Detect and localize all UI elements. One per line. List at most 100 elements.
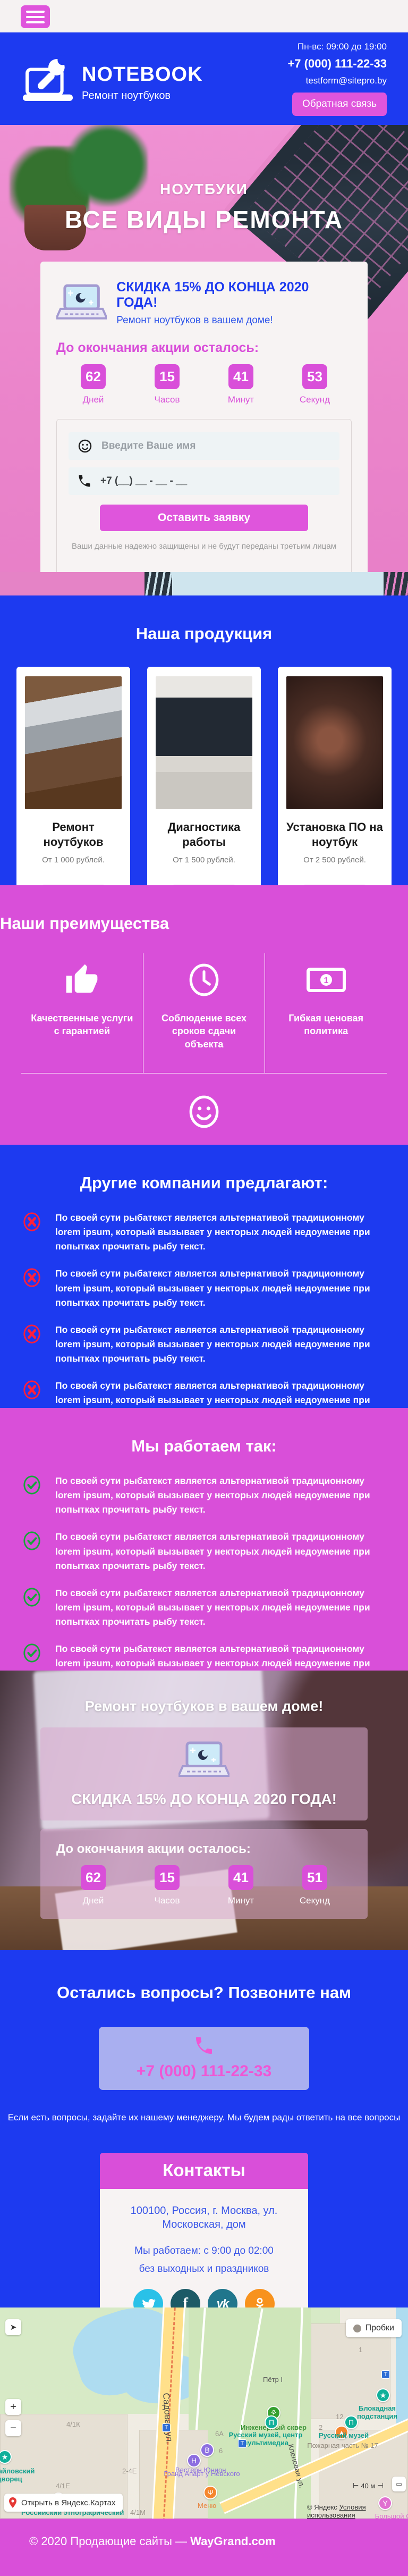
- discount-card: СКИДКА 15% ДО КОНЦА 2020 ГОДА! Ремонт но…: [40, 262, 368, 595]
- red-cross-icon: [23, 1268, 40, 1287]
- red-cross-icon: [23, 1212, 40, 1231]
- countdown: 62 Дней 15 Часов 41 Минут 51 Секунд: [56, 1865, 352, 1906]
- list-item-text: По своей сути рыбатекст является альтерн…: [55, 1475, 370, 1515]
- restaurant-icon[interactable]: Ψ: [203, 2486, 217, 2499]
- svg-text:1: 1: [324, 976, 328, 985]
- logo: NOTEBOOK Ремонт ноутбуков: [21, 55, 203, 102]
- hero-title: ВСЕ ВИДЫ РЕМОНТА: [64, 206, 344, 233]
- phone-input[interactable]: [100, 475, 331, 487]
- contacts-card: Контакты 100100, Россия, г. Москва, ул. …: [100, 2153, 308, 2308]
- countdown-seconds: 53: [302, 364, 327, 389]
- feedback-button[interactable]: Обратная связь: [292, 93, 387, 116]
- advantage-label: Соблюдение всех сроков сдачи объекта: [161, 1013, 247, 1050]
- traffic-button[interactable]: Пробки: [345, 2319, 402, 2337]
- countdown-overlay-card: До окончания акции осталось: 62 Дней 15 Ча…: [40, 1829, 368, 1919]
- hero-bottom-photo-strip: [0, 572, 408, 595]
- house-number: 4/1Е: [56, 2482, 70, 2490]
- countdown-hours: 15: [155, 364, 180, 389]
- submit-request-button[interactable]: Оставить заявку: [100, 505, 308, 531]
- green-check-icon: [23, 1588, 40, 1607]
- house-number: 4/1К: [66, 2420, 80, 2428]
- museum-icon[interactable]: Π: [344, 2415, 358, 2429]
- list-item-text: По своей сути рыбатекст является альтерн…: [55, 1324, 370, 1364]
- countdown-minutes: 41: [228, 1865, 253, 1890]
- green-check-icon: [23, 1475, 40, 1495]
- advantage-label: Качественные услуги с гарантией: [31, 1013, 133, 1037]
- list-item-text: По своей сути рыбатекст является альтерн…: [55, 1212, 370, 1252]
- map-scale: ⊢ 40 м ⊣: [353, 2481, 384, 2490]
- zoom-in-button[interactable]: +: [5, 2399, 21, 2415]
- house-number: 1: [359, 2346, 363, 2354]
- fire-station-icon[interactable]: ▲: [335, 2426, 348, 2439]
- name-input[interactable]: [101, 440, 331, 452]
- discount-subtitle: Ремонт ноутбуков в вашем доме!: [116, 315, 273, 326]
- western-union-icon[interactable]: В: [200, 2443, 214, 2457]
- menu-button[interactable]: [21, 5, 50, 28]
- list-item-text: По своей сути рыбатекст является альтерн…: [55, 1268, 370, 1308]
- museum-icon[interactable]: Π: [265, 2415, 278, 2429]
- top-bar: [0, 0, 408, 32]
- products-title: Наша продукция: [135, 624, 273, 643]
- hotel-icon[interactable]: H: [187, 2454, 201, 2468]
- product-title: Установка ПО на ноутбук: [286, 820, 383, 849]
- terms-link[interactable]: Условия использования: [307, 2503, 366, 2519]
- odnoklassniki-icon[interactable]: [245, 2289, 275, 2308]
- zoom-out-button[interactable]: −: [5, 2420, 21, 2436]
- countdown: 62 Дней 15 Часов 41 Минут 53 Секунд: [56, 364, 352, 405]
- house-number: 12: [336, 2413, 344, 2421]
- countdown-caption: Дней: [82, 395, 104, 405]
- lead-form: Оставить заявку Ваши данные надежно защи…: [56, 419, 352, 583]
- map-locate-button[interactable]: ➤: [5, 2319, 21, 2335]
- star-poi-icon[interactable]: ★: [376, 2388, 390, 2402]
- countdown-caption: Секунд: [299, 1895, 330, 1906]
- vk-icon[interactable]: vk: [208, 2289, 237, 2308]
- advantage-item: Индивидуальный подход к каждому клиенту: [124, 1092, 284, 1145]
- map-copyright: © Яндекс Условия использования: [307, 2503, 408, 2519]
- list-item: По своей сути рыбатекст является альтерн…: [21, 1323, 387, 1366]
- smiley-icon: [78, 439, 92, 453]
- hamburger-icon: [26, 15, 45, 18]
- list-item: По своей сути рыбатекст является альтерн…: [21, 1586, 387, 1629]
- house-number: 6А: [215, 2430, 224, 2438]
- poi-label: Большой Санкт-Петербургский цирк: [375, 2512, 408, 2519]
- countdown-days: 62: [81, 364, 106, 389]
- succulent-photo-decoration: [68, 125, 148, 207]
- advantages-title: Наши преимущества: [0, 914, 169, 933]
- ruler-button[interactable]: ▭: [392, 2477, 406, 2491]
- facebook-icon[interactable]: f: [171, 2289, 200, 2308]
- questions-section: Остались вопросы? Позвоните нам +7 (000)…: [0, 1950, 408, 2308]
- twitter-icon[interactable]: [133, 2289, 163, 2308]
- advantage-label: Гибкая ценовая политика: [288, 1013, 364, 1037]
- poi-label: Гранд Апарт у Невского: [164, 2470, 240, 2478]
- countdown-caption: Секунд: [299, 395, 330, 405]
- product-card: Ремонт ноутбуков От 1 000 рублей. Заказа…: [16, 667, 130, 885]
- star-poi-icon[interactable]: ★: [0, 2450, 12, 2464]
- product-price: От 1 000 рублей.: [42, 855, 105, 865]
- smiley-face-icon: [189, 1095, 219, 1128]
- open-in-yandex-button[interactable]: Открыть в Яндекс.Картах: [4, 2494, 123, 2512]
- flower-pot-decoration: [24, 205, 86, 250]
- cartoon-laptop-icon: [176, 1741, 232, 1777]
- circus-icon[interactable]: Y: [378, 2496, 392, 2510]
- list-item: По своей сути рыбатекст является альтерн…: [21, 1474, 387, 1517]
- countdown-caption: Часов: [154, 395, 180, 405]
- map-pin-icon: [9, 2497, 16, 2508]
- advantage-label: Индивидуальный подход к каждому клиенту: [124, 1144, 284, 1145]
- countdown-hours: 15: [155, 1865, 180, 1890]
- header-email: testform@sitepro.by: [305, 75, 387, 86]
- countdown-seconds: 51: [302, 1865, 327, 1890]
- privacy-note: Ваши данные надежно защищены и не будут …: [72, 542, 336, 551]
- banknote-icon: 1: [306, 968, 346, 992]
- discount-title: СКИДКА 15% ДО КОНЦА 2020 ГОДА!: [116, 280, 309, 310]
- work-schedule: Пн-вс: 09:00 до 19:00: [298, 41, 387, 52]
- call-us-box[interactable]: +7 (000) 111-22-33: [99, 2027, 309, 2090]
- laptop-wrench-icon: [22, 55, 73, 101]
- brand-tagline: Ремонт ноутбуков: [82, 90, 171, 102]
- contacts-title: Контакты: [100, 2153, 308, 2189]
- product-title: Ремонт ноутбуков: [43, 820, 104, 849]
- product-price: От 1 500 рублей.: [173, 855, 235, 865]
- working-hours-extra: без выходных и праздников: [139, 2263, 269, 2275]
- green-check-icon: [23, 1643, 40, 1663]
- yandex-map[interactable]: Садовая ул. Кленовая ул. ⚘ Инженерный ск…: [0, 2308, 408, 2519]
- yandex-copyright: © Яндекс: [307, 2503, 337, 2511]
